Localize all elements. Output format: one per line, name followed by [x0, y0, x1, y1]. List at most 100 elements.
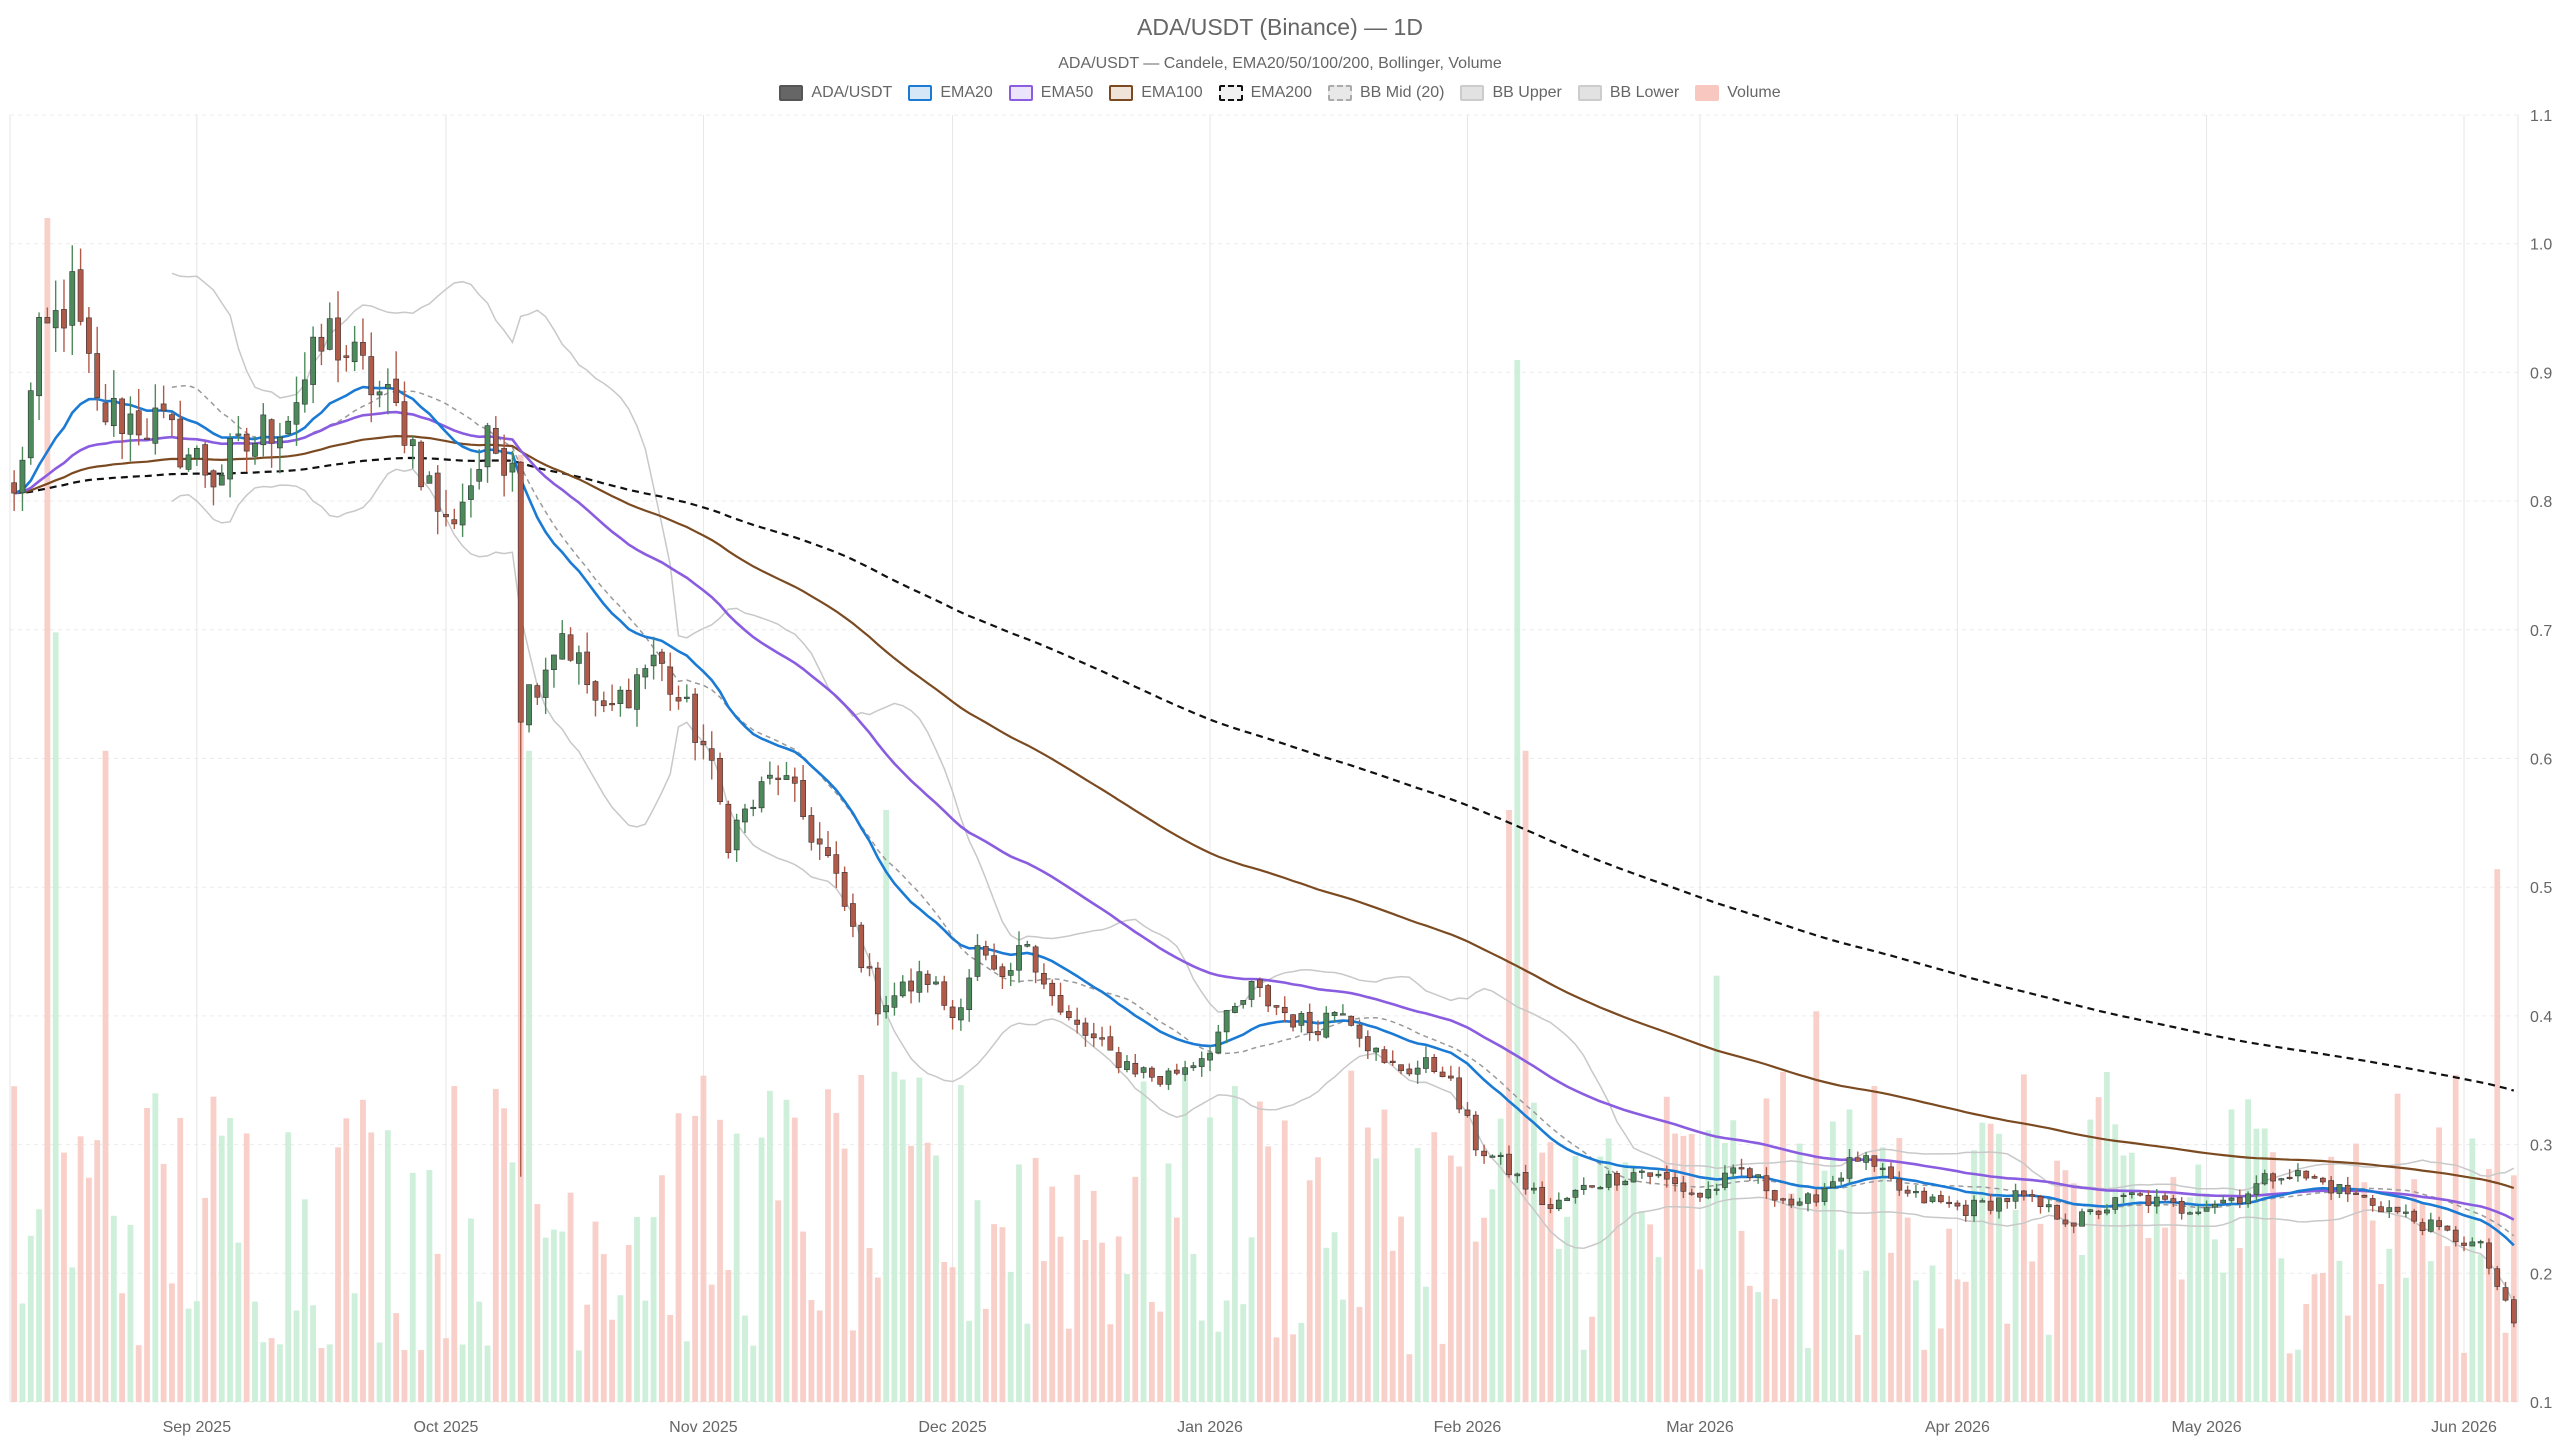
volume-bar [1871, 1085, 1878, 1402]
legend-item[interactable]: Volume [1695, 84, 1781, 102]
candle-body [642, 668, 649, 678]
candle-body [1813, 1194, 1820, 1203]
candle-body [1290, 1014, 1296, 1028]
volume-bar [758, 1137, 765, 1402]
volume-bar [1489, 1189, 1496, 1402]
candle-body [2461, 1242, 2467, 1246]
legend-item[interactable]: BB Mid (20) [1328, 84, 1444, 102]
volume-bar [1456, 1166, 1463, 1402]
candle-body [1713, 1188, 1720, 1191]
y-tick-label: 0.3 [2530, 1138, 2552, 1155]
legend-item[interactable]: BB Upper [1460, 84, 1562, 102]
candle-body [1979, 1200, 1986, 1203]
legend-item[interactable]: EMA200 [1218, 84, 1312, 102]
candle-body [268, 419, 275, 444]
candle-body [1672, 1177, 1678, 1185]
volume-bar [1099, 1242, 1105, 1402]
candle-body [384, 384, 391, 389]
candle-body [916, 971, 923, 993]
candle-body [725, 803, 732, 853]
candle-body [326, 318, 333, 350]
volume-bar [1232, 1086, 1238, 1402]
volume-bar [2245, 1099, 2252, 1402]
volume-bar [1904, 1217, 1911, 1402]
volume-bar [52, 632, 59, 1402]
volume-bar [1165, 1163, 1172, 1402]
legend-item[interactable]: BB Lower [1577, 84, 1679, 102]
volume-bar [908, 1145, 914, 1402]
candle-body [1489, 1155, 1496, 1158]
candle-body [393, 378, 400, 403]
volume-bar [1821, 1170, 1828, 1402]
candle-body [1472, 1114, 1479, 1151]
volume-bar [625, 1245, 632, 1402]
legend-item[interactable]: EMA100 [1109, 84, 1203, 102]
legend-swatch [1460, 85, 1485, 101]
volume-bar [1605, 1138, 1612, 1402]
volume-bar [957, 1085, 964, 1402]
candle-body [1555, 1199, 1562, 1210]
candle-body [600, 700, 607, 707]
volume-bar [1339, 1299, 1346, 1402]
volume-bar [509, 1162, 516, 1402]
x-tick-label: Nov 2025 [669, 1419, 738, 1436]
candle-body [609, 703, 615, 706]
volume-bar [634, 1216, 640, 1402]
volume-bar [575, 1350, 582, 1402]
candle-body [285, 420, 292, 435]
volume-bar [642, 1300, 649, 1402]
volume-bar [1032, 1157, 1039, 1402]
candle-body [891, 995, 898, 1008]
volume-bar [2494, 869, 2501, 1402]
volume-bar [1755, 1292, 1762, 1402]
candle-body [185, 454, 192, 470]
volume-bar [2153, 1194, 2160, 1402]
volume-bar [2419, 1202, 2426, 1402]
candle-body [2012, 1190, 2019, 1202]
candle-body [1115, 1052, 1122, 1068]
volume-bar [36, 1209, 42, 1402]
legend-item[interactable]: EMA20 [908, 84, 993, 102]
candle-body [1423, 1057, 1429, 1069]
candle-body [692, 693, 699, 743]
legend-item[interactable]: EMA50 [1008, 84, 1093, 102]
candle-body [127, 413, 134, 435]
volume-bar [160, 1163, 167, 1402]
volume-bar [2411, 1179, 2418, 1402]
volume-bar [401, 1349, 408, 1402]
candle-body [933, 981, 939, 985]
volume-bar [1614, 1178, 1620, 1402]
candle-body [1971, 1199, 1977, 1217]
legend-item[interactable]: ADA/USDT [779, 84, 892, 102]
candle-body [1190, 1065, 1197, 1069]
legend-label: BB Upper [1492, 84, 1562, 101]
volume-bar [301, 1199, 308, 1402]
volume-bar [2211, 1239, 2218, 1402]
volume-bar [2170, 1177, 2177, 1402]
volume-bar [61, 1152, 67, 1402]
volume-bar [1439, 1343, 1446, 1402]
candle-body [2436, 1220, 2442, 1227]
volume-bar [1447, 1155, 1454, 1402]
volume-bar [293, 1310, 300, 1402]
y-tick-label: 0.8 [2530, 494, 2552, 511]
volume-bar [94, 1140, 101, 1402]
candle-body [2020, 1190, 2027, 1197]
volume-bar [1655, 1257, 1662, 1402]
candle-body [1829, 1181, 1836, 1188]
volume-bar [2062, 1170, 2069, 1402]
candle-body [426, 475, 433, 484]
volume-bar [2128, 1152, 2135, 1402]
candle-body [1854, 1157, 1861, 1162]
volume-bar [1630, 1165, 1637, 1402]
candle-body [1464, 1109, 1471, 1116]
volume-bar [1763, 1098, 1770, 1402]
volume-bar [376, 1342, 383, 1402]
volume-bar [1522, 750, 1529, 1402]
volume-bar [650, 1217, 657, 1402]
candle-body [484, 425, 491, 468]
volume-bar [1281, 1120, 1288, 1402]
candle-body [1622, 1180, 1629, 1186]
candle-body [2212, 1203, 2218, 1208]
bb-upper-line [171, 272, 2515, 1192]
